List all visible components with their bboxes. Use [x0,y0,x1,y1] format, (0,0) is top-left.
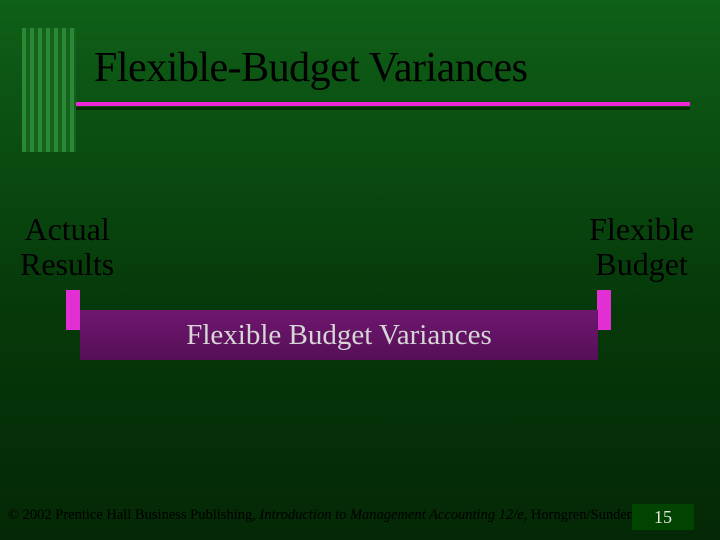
endpoint-marker-left [66,290,80,330]
title-underline-shadow [40,107,690,110]
variance-bar-label: Flexible Budget Variances [186,319,492,352]
footer-prefix: © 2002 Prentice Hall Business Publishing… [8,507,259,523]
label-flex-line1: Flexible [589,211,694,247]
footer-book-title: Introduction to Management Accounting 12… [259,507,527,523]
copyright-footer: © 2002 Prentice Hall Business Publishing… [8,507,688,524]
variance-bar: Flexible Budget Variances [80,310,598,360]
label-actual-results: Actual Results [20,212,114,282]
title-underline-accent [40,102,690,106]
page-number: 15 [654,507,672,528]
label-actual-line2: Results [20,246,114,282]
decorative-stripe [22,28,76,152]
slide-title: Flexible-Budget Variances [94,44,527,92]
label-flexible-budget: Flexible Budget [589,212,694,282]
label-flex-line2: Budget [595,246,687,282]
page-number-badge: 15 [632,504,694,530]
endpoint-marker-right [597,290,611,330]
label-actual-line1: Actual [24,211,109,247]
